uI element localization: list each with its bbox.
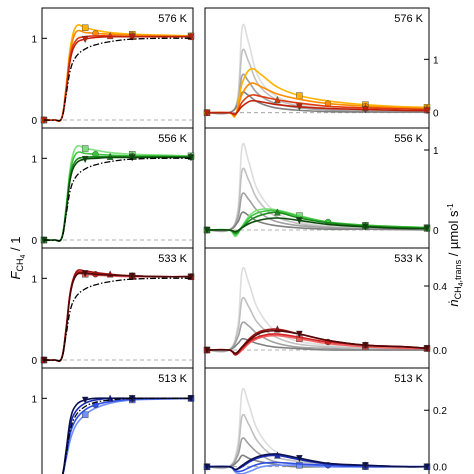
data-point bbox=[274, 208, 281, 216]
panel-left-2: 0 1 556 K bbox=[31, 127, 195, 249]
y-tick-label: 0.4 bbox=[433, 282, 447, 293]
data-point bbox=[81, 270, 89, 278]
data-point bbox=[296, 330, 303, 338]
y-tick-label: 0.2 bbox=[433, 406, 447, 417]
data-point bbox=[128, 272, 136, 280]
data-point bbox=[274, 451, 281, 459]
temperature-label: 533 K bbox=[158, 253, 187, 265]
series-line bbox=[43, 34, 191, 122]
panel-right-1: 0 1 576 K bbox=[203, 7, 439, 129]
series-line bbox=[62, 397, 191, 474]
panel-right-2: 0 1 556 K bbox=[203, 127, 439, 249]
panel-left-1: 0 1 576 K bbox=[31, 7, 195, 129]
series-line bbox=[43, 24, 192, 123]
data-point bbox=[81, 155, 89, 164]
data-point bbox=[203, 109, 211, 117]
panel-left-4: 1 513 K bbox=[31, 367, 195, 474]
temperature-label: 576 K bbox=[394, 13, 423, 25]
y-tick-label: 1 bbox=[31, 394, 37, 405]
series-line bbox=[43, 272, 191, 363]
data-point bbox=[81, 396, 89, 404]
data-point bbox=[423, 463, 431, 471]
panel-frame bbox=[41, 127, 194, 249]
temperature-label: 556 K bbox=[158, 133, 187, 145]
right-axis-label: ṅCH4,trans / µmol s-1 bbox=[446, 203, 465, 307]
y-tick-label: 0 bbox=[31, 236, 37, 247]
data-point bbox=[362, 462, 369, 470]
data-point bbox=[81, 411, 89, 418]
y-tick-label: 0.0 bbox=[433, 346, 447, 357]
data-point bbox=[362, 342, 369, 350]
data-point bbox=[296, 103, 303, 111]
data-point bbox=[203, 463, 211, 471]
series-line bbox=[206, 209, 428, 236]
series-line bbox=[206, 337, 427, 352]
y-tick-label: 0 bbox=[433, 109, 439, 120]
y-tick-label: 1 bbox=[433, 55, 439, 66]
data-point bbox=[423, 225, 431, 233]
series-line bbox=[206, 453, 428, 471]
panel-frame bbox=[41, 247, 194, 369]
y-tick-label: 0.0 bbox=[433, 463, 447, 474]
series-line bbox=[206, 296, 428, 353]
data-point bbox=[81, 145, 89, 152]
panel-left-3: 0 1 533 K bbox=[31, 247, 195, 369]
panel-frame bbox=[41, 7, 194, 129]
series-line bbox=[206, 329, 428, 355]
panels: 0 1 576 K 0 1 556 K 0 1 533 K 1 513 K 0 1 576 K 0 1 556 … bbox=[31, 7, 447, 474]
panel-frame bbox=[41, 367, 194, 474]
panel-right-4: 0.0 0.2 513 K bbox=[203, 367, 447, 474]
series-line bbox=[43, 29, 192, 123]
data-point bbox=[362, 223, 369, 231]
data-point bbox=[81, 35, 89, 44]
data-point bbox=[187, 33, 195, 41]
series-line bbox=[43, 37, 192, 122]
data-point bbox=[362, 106, 369, 114]
left-axis-label: FCH4 / 1 bbox=[8, 237, 27, 280]
panel-right-3: 0.0 0.4 533 K bbox=[203, 247, 447, 369]
y-tick-label: 1 bbox=[31, 154, 37, 165]
data-point bbox=[296, 217, 303, 225]
y-tick-label: 0 bbox=[433, 226, 439, 237]
data-point bbox=[274, 95, 281, 104]
series-line bbox=[43, 157, 192, 242]
y-tick-label: 1 bbox=[31, 274, 37, 285]
temperature-label: 513 K bbox=[394, 373, 423, 385]
temperature-label: 533 K bbox=[394, 253, 423, 265]
data-point bbox=[296, 455, 303, 463]
y-tick-label: 0 bbox=[31, 116, 37, 127]
data-point bbox=[423, 345, 431, 353]
data-point bbox=[296, 92, 303, 99]
data-point bbox=[187, 273, 195, 281]
panel-frame bbox=[204, 367, 430, 474]
data-point bbox=[203, 346, 211, 354]
series-line bbox=[206, 99, 428, 115]
series-line bbox=[206, 461, 427, 473]
temperature-label: 556 K bbox=[394, 133, 423, 145]
data-point bbox=[128, 33, 136, 41]
series-line bbox=[43, 269, 192, 362]
series-line bbox=[43, 155, 191, 242]
series-line bbox=[43, 270, 192, 362]
series-line bbox=[43, 272, 192, 362]
y-tick-label: 1 bbox=[433, 146, 439, 157]
data-point bbox=[128, 154, 136, 162]
series-line bbox=[62, 397, 192, 474]
series-line bbox=[43, 35, 191, 122]
data-point bbox=[423, 107, 431, 115]
series-line bbox=[206, 217, 428, 233]
data-point bbox=[203, 226, 211, 234]
temperature-label: 576 K bbox=[158, 13, 187, 25]
series-line bbox=[43, 277, 192, 362]
data-point bbox=[296, 462, 303, 469]
data-point bbox=[81, 24, 89, 31]
temperature-label: 513 K bbox=[158, 373, 187, 385]
y-tick-label: 1 bbox=[31, 34, 37, 45]
series-line bbox=[43, 156, 191, 242]
series-line bbox=[43, 151, 192, 242]
y-tick-label: 0 bbox=[31, 356, 37, 367]
